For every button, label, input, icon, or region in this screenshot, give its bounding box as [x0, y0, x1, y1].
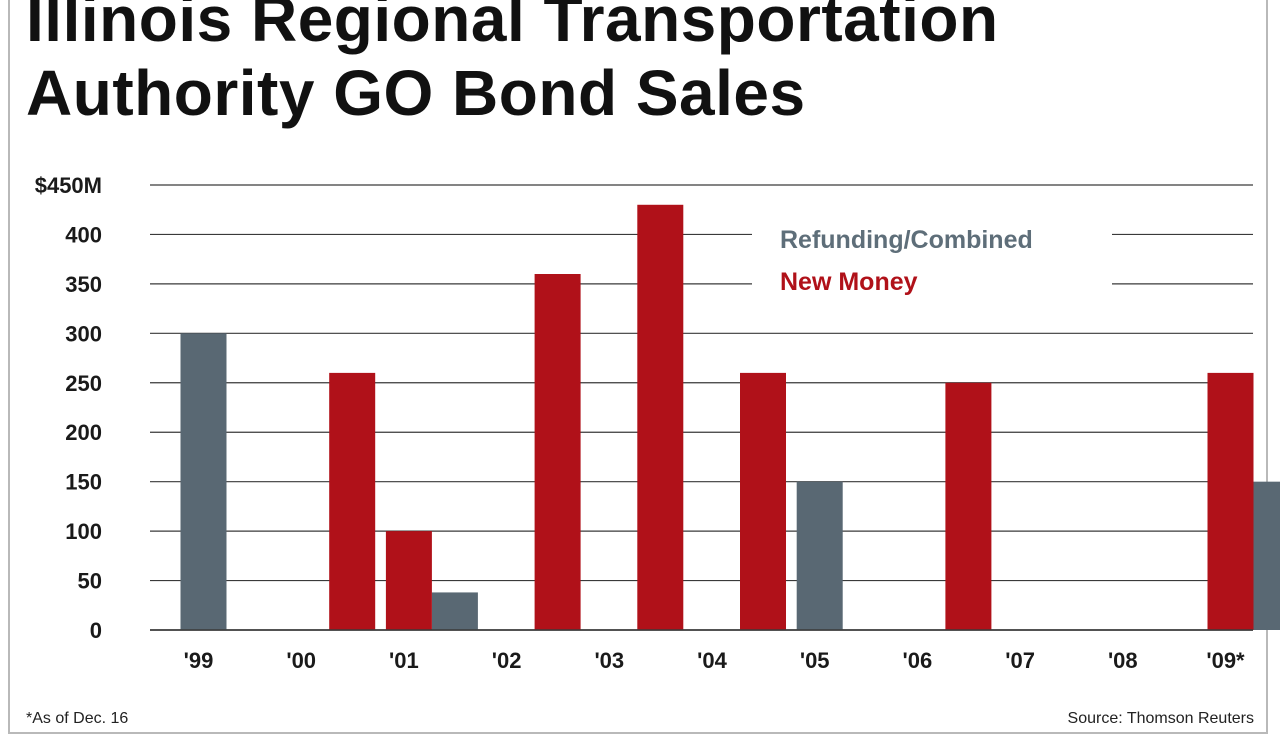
x-tick-label: '05 [800, 648, 830, 673]
refunding-bar [181, 333, 227, 630]
x-tick-label: '04 [697, 648, 727, 673]
y-tick-label: 50 [78, 569, 102, 594]
legend-new-money-label: New Money [780, 268, 918, 296]
new-money-bar [1208, 373, 1254, 630]
y-tick-label: 0 [90, 618, 102, 643]
new-money-bar [329, 373, 375, 630]
new-money-bar [535, 274, 581, 630]
new-money-bar [740, 373, 786, 630]
x-tick-label: '09* [1206, 648, 1245, 673]
x-tick-label: '00 [286, 648, 316, 673]
x-tick-label: '01 [389, 648, 419, 673]
refunding-bar [797, 482, 843, 630]
y-tick-label: 200 [65, 420, 102, 445]
new-money-bar [386, 531, 432, 630]
refunding-bar [432, 592, 478, 630]
legend: Refunding/Combined New Money [752, 220, 1112, 302]
y-tick-label: 400 [65, 222, 102, 247]
y-tick-label: $450M [35, 173, 102, 198]
source-note: Source: Thomson Reuters [1068, 710, 1254, 728]
refunding-bar [1254, 482, 1280, 630]
new-money-bar [945, 383, 991, 630]
x-tick-label: '99 [184, 648, 214, 673]
y-tick-label: 350 [65, 272, 102, 297]
x-tick-label: '02 [492, 648, 522, 673]
y-tick-label: 300 [65, 321, 102, 346]
x-tick-label: '08 [1108, 648, 1138, 673]
footnote: *As of Dec. 16 [26, 710, 128, 728]
y-tick-label: 250 [65, 371, 102, 396]
x-tick-label: '06 [903, 648, 933, 673]
legend-refunding-label: Refunding/Combined [780, 226, 1033, 254]
x-axis-ticks: '99 '00 '01 '02 '03 '04 '05 '06 '07 '08 '09* [184, 648, 1245, 673]
new-money-bar [637, 205, 683, 630]
y-tick-label: 150 [65, 470, 102, 495]
x-tick-label: '07 [1005, 648, 1035, 673]
y-tick-label: 100 [65, 519, 102, 544]
y-axis-ticks: 0 50 100 150 200 250 300 350 400 $450M [35, 173, 102, 643]
x-tick-label: '03 [594, 648, 624, 673]
